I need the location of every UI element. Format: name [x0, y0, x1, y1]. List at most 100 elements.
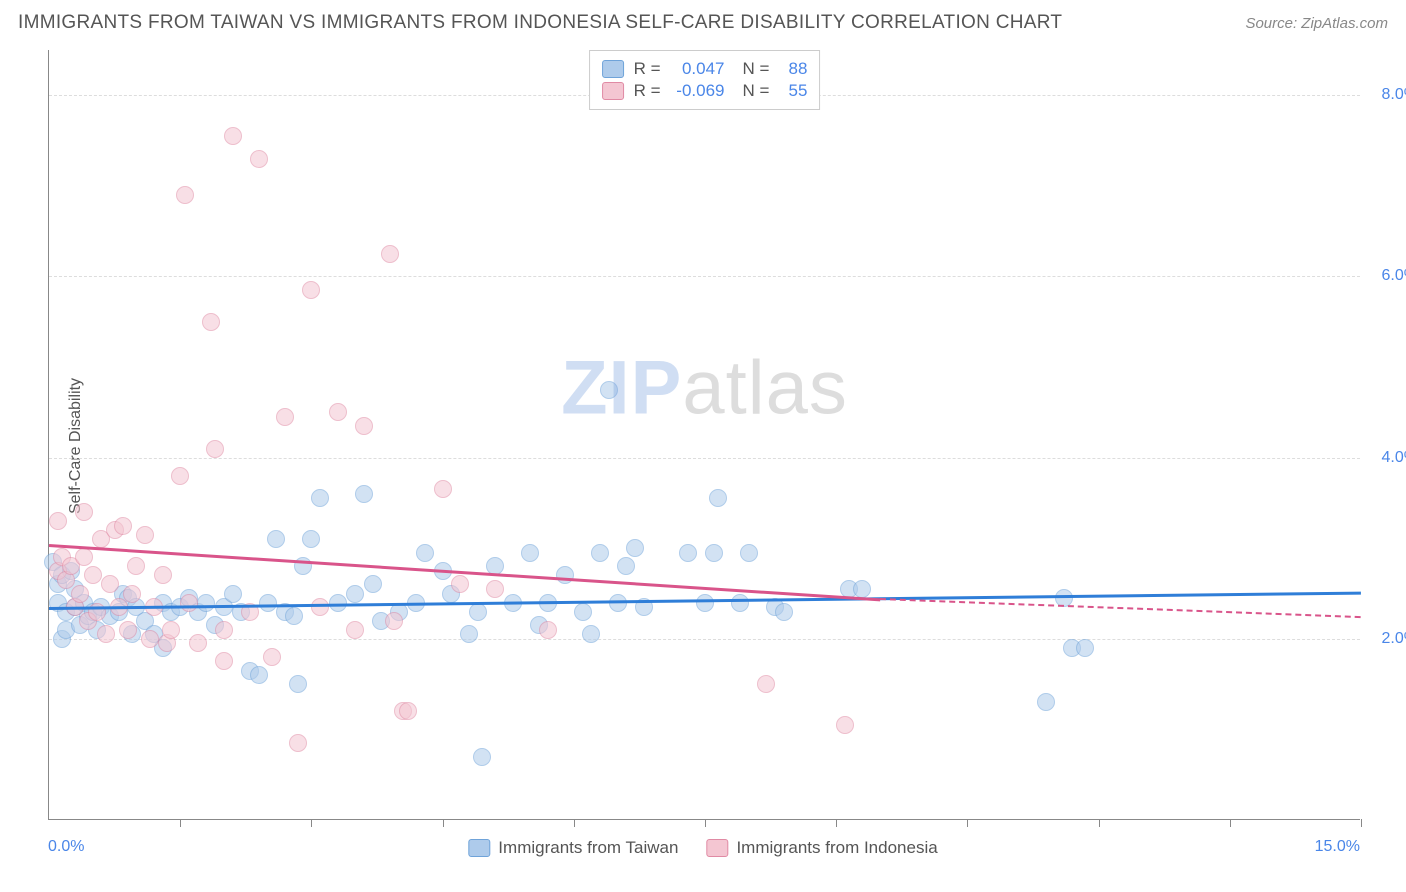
legend-swatch [706, 839, 728, 857]
gridline [49, 458, 1360, 459]
n-label: N = [743, 59, 770, 79]
y-tick-label: 2.0% [1366, 630, 1406, 648]
legend-swatch [602, 60, 624, 78]
scatter-point [197, 594, 215, 612]
r-value: 0.047 [667, 59, 725, 79]
scatter-point [836, 716, 854, 734]
legend-top-row: R =-0.069N =55 [602, 81, 808, 101]
plot-area: ZIPatlas R =0.047N =88R =-0.069N =55 2.0… [48, 50, 1360, 820]
scatter-point [775, 603, 793, 621]
scatter-point [600, 381, 618, 399]
legend-top-row: R =0.047N =88 [602, 59, 808, 79]
x-axis-max-label: 15.0% [1315, 838, 1360, 856]
x-tick [180, 819, 181, 827]
scatter-point [696, 594, 714, 612]
chart-title: IMMIGRANTS FROM TAIWAN VS IMMIGRANTS FRO… [18, 12, 1062, 34]
x-axis-min-label: 0.0% [48, 838, 84, 856]
scatter-point [473, 748, 491, 766]
scatter-point [416, 544, 434, 562]
scatter-point [141, 630, 159, 648]
scatter-point [215, 652, 233, 670]
y-tick-label: 8.0% [1366, 86, 1406, 104]
trend-line [880, 598, 1361, 618]
scatter-point [302, 530, 320, 548]
gridline [49, 639, 1360, 640]
scatter-point [250, 666, 268, 684]
scatter-point [853, 580, 871, 598]
scatter-point [180, 594, 198, 612]
scatter-point [731, 594, 749, 612]
scatter-point [289, 675, 307, 693]
scatter-point [285, 607, 303, 625]
gridline [49, 276, 1360, 277]
scatter-point [263, 648, 281, 666]
legend-bottom: Immigrants from TaiwanImmigrants from In… [468, 838, 937, 858]
scatter-point [434, 480, 452, 498]
scatter-point [709, 489, 727, 507]
scatter-point [757, 675, 775, 693]
x-tick [443, 819, 444, 827]
scatter-point [346, 585, 364, 603]
scatter-point [123, 585, 141, 603]
scatter-point [97, 625, 115, 643]
scatter-point [101, 575, 119, 593]
scatter-point [460, 625, 478, 643]
scatter-point [127, 557, 145, 575]
x-tick [967, 819, 968, 827]
scatter-point [329, 403, 347, 421]
n-label: N = [743, 81, 770, 101]
scatter-point [364, 575, 382, 593]
scatter-point [399, 702, 417, 720]
scatter-point [1076, 639, 1094, 657]
legend-swatch [468, 839, 490, 857]
watermark-atlas: atlas [682, 346, 848, 431]
legend-bottom-item: Immigrants from Indonesia [706, 838, 937, 858]
scatter-point [75, 503, 93, 521]
scatter-point [119, 621, 137, 639]
scatter-point [202, 313, 220, 331]
scatter-point [355, 485, 373, 503]
scatter-point [224, 127, 242, 145]
scatter-point [355, 417, 373, 435]
legend-swatch [602, 82, 624, 100]
scatter-point [171, 467, 189, 485]
x-tick [1230, 819, 1231, 827]
n-value: 88 [775, 59, 807, 79]
scatter-point [276, 408, 294, 426]
series-name: Immigrants from Indonesia [736, 838, 937, 858]
source-label: Source: ZipAtlas.com [1245, 15, 1388, 32]
scatter-point [267, 530, 285, 548]
watermark-zip: ZIP [561, 346, 682, 431]
scatter-point [1037, 693, 1055, 711]
x-tick [1099, 819, 1100, 827]
x-tick [1361, 819, 1362, 827]
x-tick [705, 819, 706, 827]
x-tick [574, 819, 575, 827]
legend-top: R =0.047N =88R =-0.069N =55 [589, 50, 821, 110]
scatter-point [591, 544, 609, 562]
scatter-point [381, 245, 399, 263]
scatter-point [215, 621, 233, 639]
scatter-point [154, 566, 172, 584]
scatter-point [626, 539, 644, 557]
scatter-point [162, 621, 180, 639]
x-tick [311, 819, 312, 827]
scatter-point [556, 566, 574, 584]
scatter-point [189, 634, 207, 652]
scatter-point [385, 612, 403, 630]
scatter-point [224, 585, 242, 603]
scatter-point [582, 625, 600, 643]
scatter-point [136, 526, 154, 544]
scatter-point [521, 544, 539, 562]
n-value: 55 [775, 81, 807, 101]
scatter-point [176, 186, 194, 204]
scatter-point [71, 585, 89, 603]
y-tick-label: 6.0% [1366, 267, 1406, 285]
scatter-point [311, 489, 329, 507]
scatter-point [75, 548, 93, 566]
y-tick-label: 4.0% [1366, 449, 1406, 467]
scatter-point [679, 544, 697, 562]
scatter-point [469, 603, 487, 621]
x-tick [836, 819, 837, 827]
scatter-point [259, 594, 277, 612]
